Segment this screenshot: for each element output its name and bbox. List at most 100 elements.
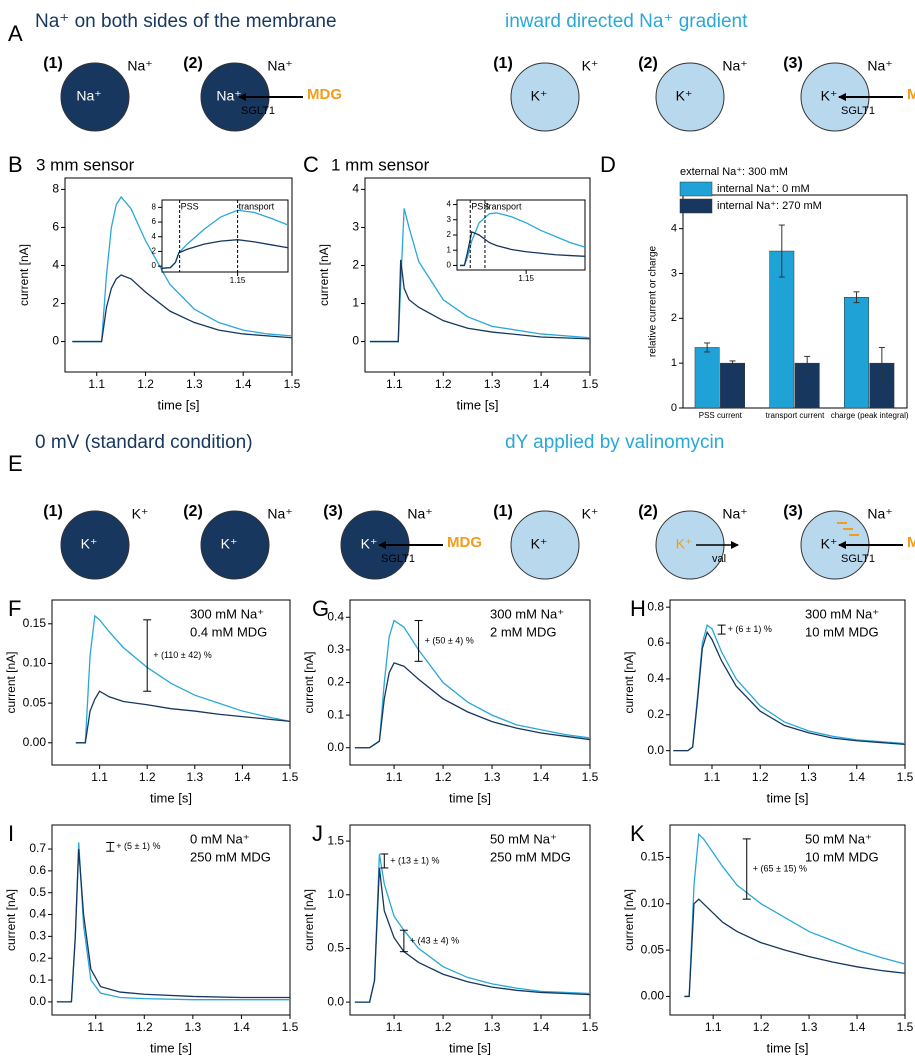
difference-label: + (110 ± 42) %: [153, 650, 212, 660]
cell-number: (2): [183, 503, 203, 520]
diagram-title: inward directed Na⁺ gradient: [505, 11, 748, 32]
x-tick-label: 1.5: [582, 377, 599, 391]
x-tick-label: 1.3: [484, 1020, 501, 1034]
y-tick-label: 0.6: [29, 863, 46, 877]
y-tick-label: 4: [671, 223, 677, 235]
vesicle: [655, 62, 725, 132]
legend-title: external Na⁺: 300 mM: [680, 166, 788, 178]
category-label: transport current: [766, 411, 825, 420]
substrate: MDG: [307, 86, 342, 103]
bar: [720, 362, 745, 409]
legend-swatch: [679, 198, 713, 214]
x-tick-label: 1.2: [753, 1020, 770, 1034]
bar: [844, 296, 869, 409]
x-tick-label: 1.2: [139, 770, 156, 784]
panel-label: F: [8, 596, 21, 621]
y-tick-label: 0.8: [647, 599, 664, 613]
vesicle: [510, 510, 580, 580]
y-tick-label: 8: [52, 182, 59, 196]
y-tick-label: 6: [152, 217, 157, 226]
y-axis-label: current [nA]: [302, 651, 316, 713]
marker-label: transport: [486, 201, 522, 211]
y-tick-label: 1: [447, 245, 452, 254]
y-axis-label: current [nA]: [4, 651, 18, 713]
line-series: [75, 690, 291, 744]
plot-frame: [669, 824, 906, 1016]
y-tick-label: 0.0: [327, 994, 344, 1008]
panel-label: B: [8, 152, 23, 177]
y-tick-label: 4: [152, 232, 157, 241]
y-tick-label: 0.7: [29, 841, 46, 855]
x-axis-label: time [s]: [449, 1040, 491, 1055]
y-tick-label: 4: [52, 258, 59, 272]
x-tick-label: 1.4: [233, 1020, 250, 1034]
y-tick-label: 2: [671, 312, 677, 324]
y-tick-label: 0.4: [327, 609, 344, 623]
diagram-title: 0 mV (standard condition): [35, 432, 253, 453]
substrate: MDG: [907, 534, 915, 551]
substrate: MDG: [907, 86, 915, 103]
outside-ion: K⁺: [582, 506, 599, 522]
outside-ion: Na⁺: [867, 506, 892, 522]
bar: [694, 347, 720, 409]
x-tick-label: 1.1: [386, 377, 403, 391]
y-axis-label: current [nA]: [622, 889, 636, 951]
x-axis-label: time [s]: [150, 790, 192, 805]
x-tick-label: 1.3: [800, 770, 817, 784]
x-tick-label: 1.4: [234, 770, 251, 784]
condition: 0.4 mM MDG: [190, 624, 267, 639]
y-tick-label: 0.6: [647, 635, 664, 649]
x-tick-label: 1.2: [435, 377, 452, 391]
x-tick-label: 1.1: [386, 1020, 403, 1034]
y-tick-label: 0: [152, 261, 157, 270]
line-series: [75, 614, 291, 744]
x-tick-label: 1.4: [533, 770, 550, 784]
carrier: SGLT1: [841, 553, 875, 565]
y-axis-label: current [nA]: [17, 244, 31, 306]
plot-frame: [161, 199, 289, 273]
y-tick-label: 0: [52, 334, 59, 348]
line-series: [72, 195, 293, 343]
vesicle: [60, 510, 130, 580]
condition: 50 mM Na⁺: [490, 831, 557, 846]
inside-ion: Na⁺: [76, 88, 101, 104]
x-tick-label: 1.2: [435, 770, 452, 784]
condition: 50 mM Na⁺: [805, 831, 872, 846]
y-tick-label: 3: [352, 220, 359, 234]
x-tick-label: 1.5: [582, 1020, 599, 1034]
difference-label: + (13 ± 1) %: [390, 855, 439, 865]
y-axis-label: current [nA]: [4, 889, 18, 951]
difference-label: + (6 ± 1) %: [728, 624, 772, 634]
difference-label: + (65 ± 15) %: [753, 863, 807, 873]
y-tick-label: 0.5: [327, 941, 344, 955]
line-series: [72, 274, 293, 343]
x-tick-label: 1.5: [282, 1020, 299, 1034]
panel-label: E: [8, 451, 23, 476]
inside-ion: K⁺: [221, 536, 238, 552]
x-tick-label: 1.2: [137, 377, 154, 391]
cell-number: (1): [493, 55, 513, 72]
carrier: SGLT1: [841, 105, 875, 117]
y-tick-label: 0.0: [29, 994, 46, 1008]
y-tick-label: 0.2: [647, 707, 664, 721]
x-tick-label: 1.3: [484, 770, 501, 784]
y-tick-label: 0.1: [327, 707, 344, 721]
x-tick-label: 1.2: [136, 1020, 153, 1034]
legend-swatch: [679, 181, 713, 197]
line-series: [161, 239, 289, 269]
difference-label: + (43 ± 4) %: [410, 935, 459, 945]
y-tick-label: 0.10: [23, 656, 47, 670]
inside-ion: K⁺: [531, 88, 548, 104]
y-tick-label: 0: [671, 402, 677, 414]
x-tick-label: 1.4: [848, 770, 865, 784]
x-tick-label: 1.3: [186, 377, 203, 391]
outside-ion: Na⁺: [722, 58, 747, 74]
line-series: [684, 832, 906, 998]
x-tick-label: 1.1: [87, 1020, 104, 1034]
y-tick-label: 2: [152, 247, 157, 256]
y-tick-label: 2: [447, 230, 452, 239]
panel-title: 1 mm sensor: [331, 155, 430, 174]
panel-label: A: [8, 21, 23, 46]
x-tick-label: 1.5: [897, 770, 914, 784]
x-tick-label: 1.5: [284, 377, 301, 391]
